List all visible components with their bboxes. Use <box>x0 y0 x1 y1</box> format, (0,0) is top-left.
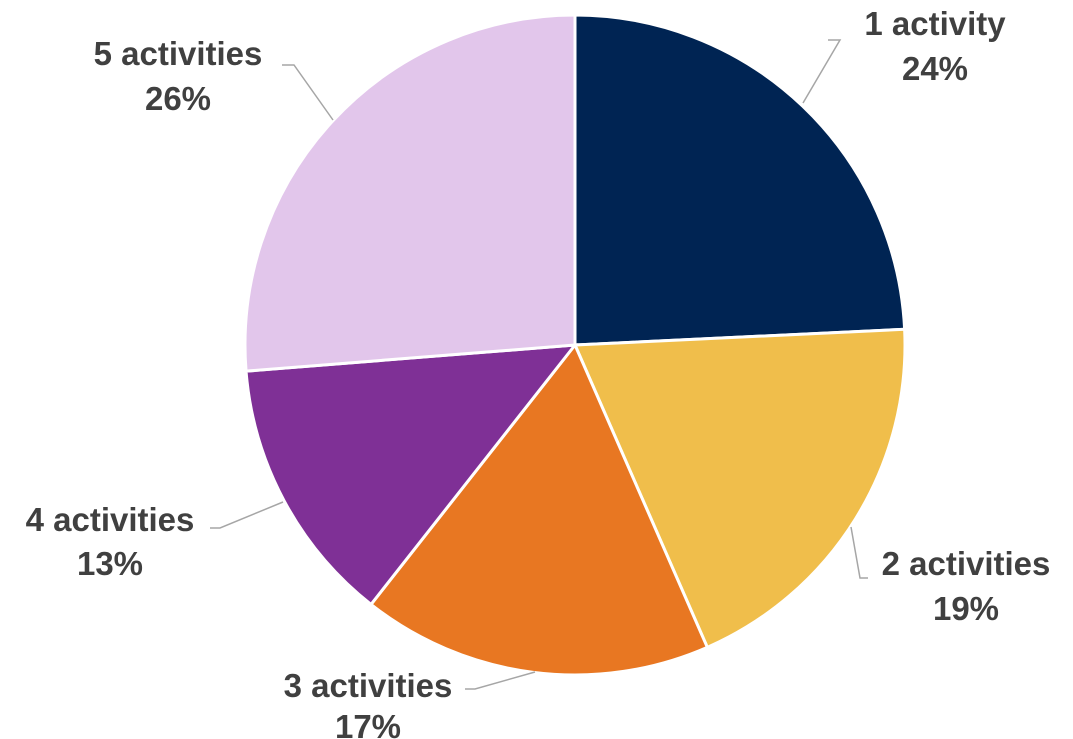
slice-value-2-activities: 19% <box>933 590 999 627</box>
slice-label-5-activities: 5 activities <box>94 35 263 72</box>
leader-line-4-activities <box>210 501 284 529</box>
leader-line-2-activities <box>850 526 868 579</box>
leader-line-1-activity <box>802 39 842 104</box>
pie-slices <box>243 13 907 677</box>
pie-slice-5-activities <box>243 13 577 373</box>
leader-lines <box>210 39 868 690</box>
slice-value-1-activity: 24% <box>902 50 968 87</box>
slice-label-3-activities: 3 activities <box>284 667 453 704</box>
pie-slice-1-activity <box>573 13 907 347</box>
pie-slice-4-activities <box>244 343 579 607</box>
leader-line-3-activities <box>465 671 536 690</box>
slice-label-1-activity: 1 activity <box>864 5 1006 42</box>
slice-label-2-activities: 2 activities <box>882 545 1051 582</box>
slice-label-4-activities: 4 activities <box>26 501 195 538</box>
slice-value-5-activities: 26% <box>145 80 211 117</box>
slice-value-3-activities: 17% <box>335 708 401 739</box>
slice-value-4-activities: 13% <box>77 545 143 582</box>
leader-line-5-activities <box>282 64 334 121</box>
pie-slice-2-activities <box>572 327 907 650</box>
